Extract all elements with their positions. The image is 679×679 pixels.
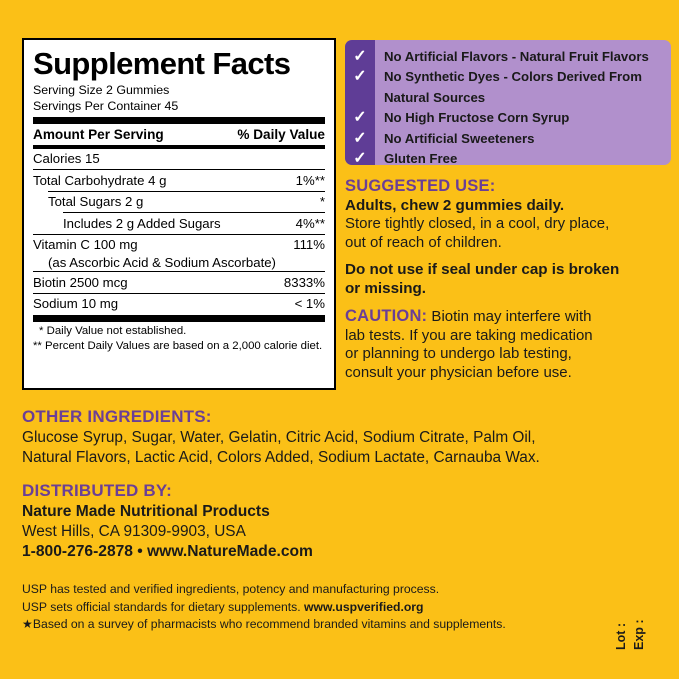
caution-text-1: Biotin may interfere with bbox=[427, 308, 592, 325]
footnote-double-star: ** Percent Daily Values are based on a 2… bbox=[33, 339, 323, 352]
claim-item: No Artificial Sweeteners bbox=[384, 130, 535, 146]
check-icon: ✓ bbox=[353, 149, 367, 165]
caution-line-2: lab tests. If you are taking medication bbox=[345, 326, 593, 344]
row-divider-indent bbox=[63, 212, 325, 213]
nutrient-name: Sodium 10 mg bbox=[33, 296, 119, 311]
row-divider-indent bbox=[48, 190, 325, 192]
table-row: Total Carbohydrate 4 g 1%** bbox=[33, 170, 325, 191]
row-divider bbox=[33, 292, 325, 294]
table-header-row: Amount Per Serving % Daily Value bbox=[33, 124, 325, 145]
seal-warning-line-2: or missing. bbox=[345, 280, 427, 297]
table-row: Sodium 10 mg < 1% bbox=[33, 294, 325, 315]
servings-per-container: Servings Per Container 45 bbox=[33, 98, 179, 113]
row-divider bbox=[33, 233, 325, 235]
storage-line-2: out of reach of children. bbox=[345, 233, 502, 251]
claims-badge: ✓ ✓ ✓ ✓ ✓ No Artificial Flavors - Natura… bbox=[345, 40, 671, 165]
table-row: Includes 2 g Added Sugars 4%** bbox=[33, 213, 325, 234]
claim-item: Natural Sources bbox=[384, 89, 486, 105]
suggested-use-directions: Adults, chew 2 gummies daily. bbox=[345, 197, 565, 214]
nutrient-dv: 111% bbox=[293, 237, 325, 252]
claim-item: No High Fructose Corn Syrup bbox=[384, 110, 570, 126]
caution-line-1: CAUTION: Biotin may interfere with bbox=[345, 306, 675, 327]
nutrient-name: Calories 15 bbox=[33, 151, 100, 166]
row-divider bbox=[33, 169, 325, 170]
table-row: Vitamin C 100 mg 111% bbox=[33, 235, 325, 256]
claim-item: Gluten Free bbox=[384, 151, 458, 165]
nutrient-name: Total Carbohydrate 4 g bbox=[33, 172, 167, 188]
vitamin-c-source: (as Ascorbic Acid & Sodium Ascorbate) bbox=[48, 255, 276, 270]
lot-label: Lot : bbox=[614, 622, 628, 650]
check-icon: ✓ bbox=[353, 129, 367, 147]
footnote-single-star: * Daily Value not established. bbox=[39, 325, 187, 337]
caution-block: CAUTION: Biotin may interfere with lab t… bbox=[345, 306, 675, 382]
usp-url[interactable]: www.uspverified.org bbox=[304, 599, 424, 614]
storage-line-1: Store tightly closed, in a cool, dry pla… bbox=[345, 215, 610, 232]
spacer bbox=[22, 467, 652, 480]
other-ingredients-heading: OTHER INGREDIENTS: bbox=[22, 407, 212, 426]
table-row: Biotin 2500 mcg 8333% bbox=[33, 272, 325, 293]
distributor-company: Nature Made Nutritional Products bbox=[22, 503, 270, 520]
column-header-amount: Amount Per Serving bbox=[33, 126, 164, 142]
nutrient-dv: 8333% bbox=[283, 274, 325, 290]
footnotes: * Daily Value not established. ** Percen… bbox=[33, 322, 325, 353]
lower-sections: OTHER INGREDIENTS: Glucose Syrup, Sugar,… bbox=[22, 406, 652, 562]
table-row: Total Sugars 2 g * bbox=[33, 192, 325, 213]
rule-under-header bbox=[33, 144, 325, 149]
exp-label: Exp : bbox=[632, 619, 646, 650]
nutrient-dv: 1%** bbox=[295, 172, 325, 188]
check-icon: ✓ bbox=[353, 68, 367, 86]
check-icon: ✓ bbox=[353, 48, 367, 65]
nutrient-name: Vitamin C 100 mg bbox=[33, 237, 138, 252]
other-ingredients-line-1: Glucose Syrup, Sugar, Water, Gelatin, Ci… bbox=[22, 429, 536, 446]
supplement-facts-panel: Supplement Facts Serving Size 2 Gummies … bbox=[22, 38, 336, 390]
nutrient-dv: 4%** bbox=[295, 215, 325, 231]
usp-fine-print: USP has tested and verified ingredients,… bbox=[22, 581, 602, 634]
claim-item: No Synthetic Dyes - Colors Derived From bbox=[384, 69, 642, 85]
check-icon-placeholder bbox=[345, 88, 375, 108]
distributor-contact[interactable]: 1-800-276-2878 • www.NatureMade.com bbox=[22, 542, 313, 560]
rule-thick-top bbox=[33, 117, 325, 124]
spacer bbox=[345, 298, 675, 306]
suggested-use-heading: SUGGESTED USE: bbox=[345, 177, 496, 195]
spacer bbox=[345, 252, 675, 260]
row-divider bbox=[33, 271, 325, 272]
usp-line-2-prefix: USP sets official standards for dietary … bbox=[22, 599, 305, 614]
check-icon: ✓ bbox=[353, 109, 367, 127]
other-ingredients-line-2: Natural Flavors, Lactic Acid, Colors Add… bbox=[22, 448, 540, 466]
caution-heading: CAUTION: bbox=[345, 307, 428, 325]
supplement-facts-title: Supplement Facts bbox=[33, 46, 291, 81]
nutrient-name: Includes 2 g Added Sugars bbox=[63, 215, 221, 231]
distributed-by-heading: DISTRIBUTED BY: bbox=[22, 481, 173, 500]
caution-line-4: consult your physician before use. bbox=[345, 363, 572, 381]
caution-line-3: or planning to undergo lab testing, bbox=[345, 345, 572, 362]
distributor-address: West Hills, CA 91309-9903, USA bbox=[22, 523, 246, 540]
usp-line-3: ★Based on a survey of pharmacists who re… bbox=[22, 617, 506, 631]
checkmark-column: ✓ ✓ ✓ ✓ ✓ bbox=[345, 40, 375, 165]
nutrient-dv: * bbox=[319, 194, 325, 209]
claims-list: No Artificial Flavors - Natural Fruit Fl… bbox=[375, 40, 671, 165]
claim-item: No Artificial Flavors - Natural Fruit Fl… bbox=[384, 49, 649, 64]
nutrient-name: Total Sugars 2 g bbox=[48, 194, 144, 209]
usage-section: SUGGESTED USE: Adults, chew 2 gummies da… bbox=[345, 176, 675, 382]
usp-line-1: USP has tested and verified ingredients,… bbox=[22, 582, 440, 596]
rule-thick-footer bbox=[33, 315, 325, 322]
usp-line-2: USP sets official standards for dietary … bbox=[22, 599, 602, 617]
seal-warning-line-1: Do not use if seal under cap is broken bbox=[345, 261, 620, 278]
table-row: Calories 15 bbox=[33, 149, 325, 170]
column-header-daily-value: % Daily Value bbox=[237, 126, 325, 142]
nutrient-name: Biotin 2500 mcg bbox=[33, 274, 128, 290]
serving-size: Serving Size 2 Gummies bbox=[33, 83, 170, 97]
nutrient-dv: < 1% bbox=[294, 296, 325, 311]
lot-exp-block: Lot : Exp : bbox=[612, 588, 670, 658]
